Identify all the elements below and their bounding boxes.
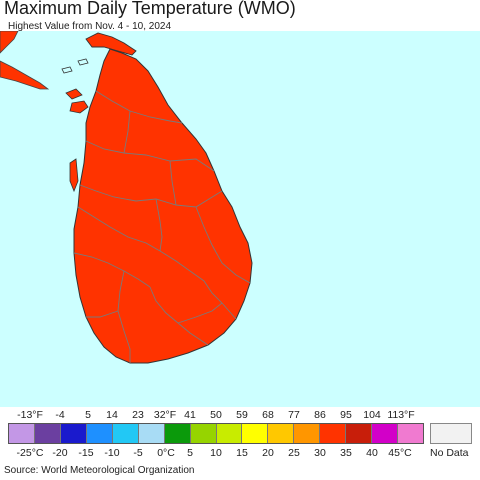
- source-credit: Source: World Meteorological Organizatio…: [4, 465, 195, 476]
- legend-c-label: -5: [133, 447, 143, 459]
- legend-f-label: 59: [236, 409, 248, 421]
- legend-f-label: 50: [210, 409, 222, 421]
- legend-celsius-labels: -25°C -20 -15 -10 -5 0°C 5 10 15 20 25 3…: [0, 447, 480, 461]
- legend-c-label: -10: [104, 447, 120, 459]
- legend-f-label: 5: [85, 409, 91, 421]
- legend-c-label: 30: [314, 447, 326, 459]
- legend-c-label: 35: [340, 447, 352, 459]
- legend-f-label: 68: [262, 409, 274, 421]
- temperature-legend: -13°F -4 5 14 23 32°F 41 50 59 68 77 86 …: [0, 407, 480, 463]
- legend-swatch: [112, 424, 139, 443]
- kalpitiya-spit: [69, 158, 79, 193]
- map-title: Maximum Daily Temperature (WMO): [4, 0, 296, 18]
- india-coast: [0, 31, 19, 54]
- india-peninsula-tip: [0, 60, 50, 90]
- legend-c-label: 15: [236, 447, 248, 459]
- legend-c-label: 20: [262, 447, 274, 459]
- legend-c-label: 10: [210, 447, 222, 459]
- legend-f-label: 86: [314, 409, 326, 421]
- island-small-3: [65, 88, 83, 100]
- legend-f-label: -13°F: [17, 409, 43, 421]
- legend-swatch: [216, 424, 243, 443]
- legend-f-label: 41: [184, 409, 196, 421]
- legend-swatch: [60, 424, 87, 443]
- legend-swatch: [346, 424, 373, 443]
- legend-swatch: [294, 424, 321, 443]
- island-small-2: [77, 58, 89, 66]
- province-borders: [73, 90, 251, 363]
- legend-f-label: 77: [288, 409, 300, 421]
- legend-swatch: [9, 424, 35, 443]
- legend-c-label: -15: [78, 447, 94, 459]
- legend-fahrenheit-labels: -13°F -4 5 14 23 32°F 41 50 59 68 77 86 …: [0, 409, 480, 423]
- jaffna-peninsula: [85, 32, 137, 56]
- sri-lanka-map: [0, 31, 253, 364]
- island-small-1: [61, 66, 73, 74]
- legend-swatch: [190, 424, 217, 443]
- map-subtitle: Highest Value from Nov. 4 - 10, 2024: [8, 21, 172, 32]
- mannar-island: [69, 100, 89, 114]
- legend-c-label: -25°C: [16, 447, 44, 459]
- legend-swatch: [34, 424, 61, 443]
- legend-swatch: [138, 424, 165, 443]
- sri-lanka-land: [73, 48, 253, 364]
- legend-f-label: 95: [340, 409, 352, 421]
- legend-c-label: -20: [52, 447, 68, 459]
- legend-f-label: -4: [55, 409, 65, 421]
- legend-swatch: [268, 424, 295, 443]
- legend-swatch: [372, 424, 399, 443]
- legend-f-label: 113°F: [387, 409, 415, 421]
- legend-c-label: 45°C: [388, 447, 412, 459]
- legend-swatch: [398, 424, 423, 443]
- legend-f-label: 32°F: [153, 409, 177, 421]
- legend-f-label: 104: [363, 409, 381, 421]
- legend-c-label: 0°C: [157, 447, 175, 459]
- legend-color-bar: [8, 423, 424, 444]
- legend-c-label: 5: [187, 447, 193, 459]
- legend-nodata-label: No Data: [430, 447, 469, 459]
- legend-c-label: 25: [288, 447, 300, 459]
- legend-swatch: [320, 424, 347, 443]
- legend-nodata-swatch: [430, 423, 472, 444]
- legend-f-label: 14: [106, 409, 118, 421]
- legend-c-label: 40: [366, 447, 378, 459]
- legend-f-label: 23: [132, 409, 144, 421]
- legend-swatch: [242, 424, 269, 443]
- legend-swatch: [164, 424, 191, 443]
- map-area[interactable]: [0, 31, 480, 407]
- legend-swatch: [86, 424, 113, 443]
